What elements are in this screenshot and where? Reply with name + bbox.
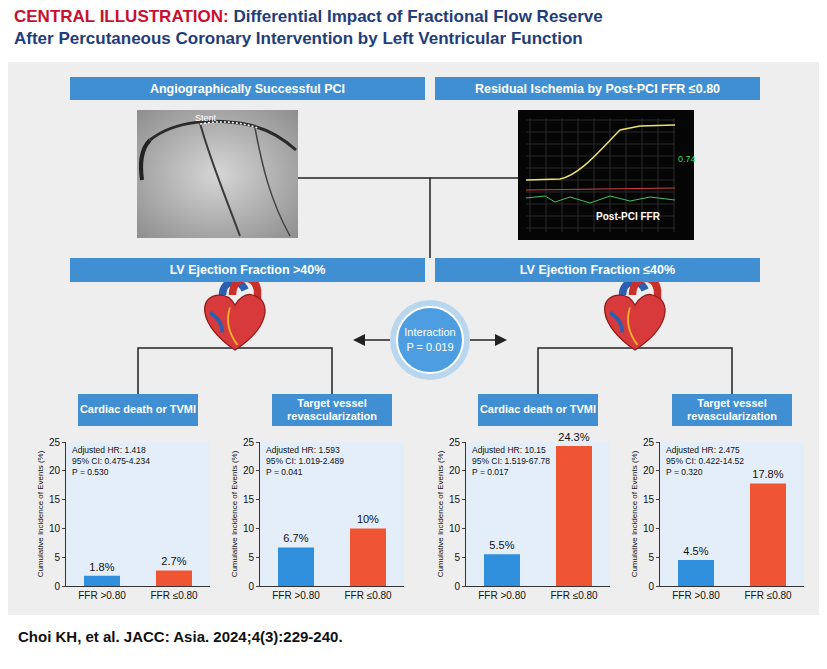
svg-text:15: 15 — [449, 494, 461, 505]
svg-text:FFR >0.80: FFR >0.80 — [272, 590, 320, 601]
svg-text:5: 5 — [454, 552, 460, 563]
svg-text:10: 10 — [643, 523, 655, 534]
html-text:Target vessel revascularizatio: Target vessel revascularization — [287, 396, 377, 422]
svg-text:0: 0 — [248, 581, 254, 592]
svg-text:Interaction: Interaction — [404, 326, 455, 338]
svg-text:Post-PCI FFR: Post-PCI FFR — [596, 211, 661, 222]
svg-text:6.7%: 6.7% — [283, 532, 308, 544]
svg-text:FFR >0.80: FFR >0.80 — [672, 590, 720, 601]
svg-text:20: 20 — [243, 465, 255, 476]
svg-text:15: 15 — [643, 494, 655, 505]
svg-text:Cumulative Incidence of Events: Cumulative Incidence of Events (%) — [436, 450, 445, 577]
svg-text:17.8%: 17.8% — [752, 468, 783, 480]
svg-text:10: 10 — [49, 523, 61, 534]
html-text:Residual Ischemia by Post-PCI: Residual Ischemia by Post-PCI FFR ≤0.80 — [474, 81, 721, 96]
svg-text:24.3%: 24.3% — [558, 431, 589, 443]
svg-text:Cumulative Incidence of Events: Cumulative Incidence of Events (%) — [36, 450, 45, 577]
svg-text:FFR ≤0.80: FFR ≤0.80 — [550, 590, 598, 601]
svg-text:FFR >0.80: FFR >0.80 — [78, 590, 126, 601]
html-text:LV Ejection Fraction >40%: LV Ejection Fraction >40% — [169, 263, 326, 277]
svg-text:4.5%: 4.5% — [683, 545, 708, 557]
svg-text:Adjusted HR: 1.41895% CI: 0.47: Adjusted HR: 1.41895% CI: 0.475-4.234P =… — [72, 445, 150, 477]
svg-text:P = 0.019: P = 0.019 — [406, 341, 453, 353]
svg-text:15: 15 — [49, 494, 61, 505]
svg-text:0: 0 — [648, 581, 654, 592]
svg-text:Adjusted HR: 1.59395% CI: 1.01: Adjusted HR: 1.59395% CI: 1.019-2.489P =… — [266, 445, 344, 477]
svg-text:5: 5 — [648, 552, 654, 563]
html-text:After Percutaneous Coronary In: After Percutaneous Coronary Intervention… — [14, 29, 583, 48]
svg-text:FFR >0.80: FFR >0.80 — [478, 590, 526, 601]
svg-text:20: 20 — [49, 465, 61, 476]
svg-text:5.5%: 5.5% — [489, 539, 514, 551]
svg-text:20: 20 — [449, 465, 461, 476]
svg-text:Cumulative Incidence of Events: Cumulative Incidence of Events (%) — [230, 450, 239, 577]
svg-text:0: 0 — [54, 581, 60, 592]
html-text:Target vessel revascularizatio: Target vessel revascularization — [687, 396, 777, 422]
svg-text:Adjusted HR: 10.1595% CI: 1.51: Adjusted HR: 10.1595% CI: 1.519-67.78P =… — [472, 445, 550, 477]
svg-text:5: 5 — [54, 552, 60, 563]
svg-text:10: 10 — [449, 523, 461, 534]
svg-text:0.74: 0.74 — [678, 154, 696, 164]
html-text:Cardiac death or TVMI: Cardiac death or TVMI — [479, 403, 597, 416]
svg-text:25: 25 — [49, 437, 61, 448]
svg-text:FFR ≤0.80: FFR ≤0.80 — [344, 590, 392, 601]
html-text:CENTRAL ILLUSTRATION: Differen: CENTRAL ILLUSTRATION: Differential Impac… — [14, 7, 603, 26]
svg-text:Cumulative Incidence of Events: Cumulative Incidence of Events (%) — [630, 450, 639, 577]
html-text:Choi KH, et al. JACC: Asia. 20: Choi KH, et al. JACC: Asia. 2024;4(3):22… — [18, 628, 343, 645]
svg-text:15: 15 — [243, 494, 255, 505]
html-text:Angiographically Successful PC: Angiographically Successful PCI — [149, 81, 346, 96]
svg-text:25: 25 — [243, 437, 255, 448]
svg-text:Adjusted HR: 2.47595% CI: 0.42: Adjusted HR: 2.47595% CI: 0.422-14.52P =… — [666, 445, 744, 477]
svg-text:1.8%: 1.8% — [89, 561, 114, 573]
svg-text:5: 5 — [248, 552, 254, 563]
svg-text:25: 25 — [449, 437, 461, 448]
svg-text:10: 10 — [243, 523, 255, 534]
svg-text:Stent: Stent — [195, 113, 217, 123]
html-text:LV Ejection Fraction ≤40%: LV Ejection Fraction ≤40% — [519, 263, 676, 277]
svg-text:25: 25 — [643, 437, 655, 448]
html-text:Cardiac death or TVMI: Cardiac death or TVMI — [79, 403, 197, 416]
svg-text:FFR ≤0.80: FFR ≤0.80 — [744, 590, 792, 601]
svg-text:0: 0 — [454, 581, 460, 592]
svg-text:10%: 10% — [357, 513, 379, 525]
svg-text:20: 20 — [643, 465, 655, 476]
svg-text:FFR ≤0.80: FFR ≤0.80 — [150, 590, 198, 601]
svg-text:2.7%: 2.7% — [161, 555, 186, 567]
